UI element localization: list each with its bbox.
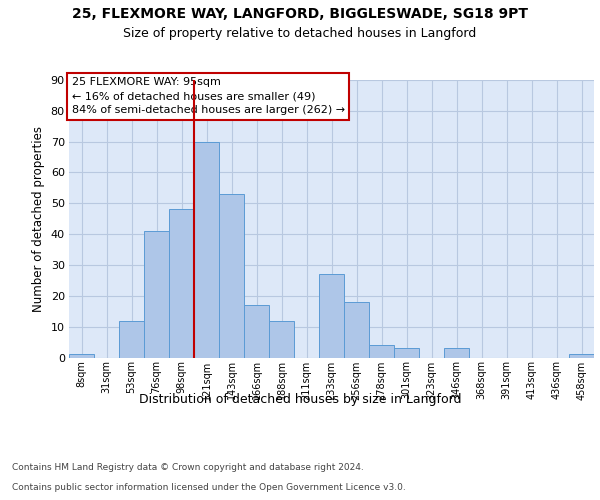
Text: Distribution of detached houses by size in Langford: Distribution of detached houses by size … [139,392,461,406]
Bar [69,354,94,358]
Bar [369,345,394,358]
Bar [119,320,144,358]
Text: 25 FLEXMORE WAY: 95sqm
← 16% of detached houses are smaller (49)
84% of semi-det: 25 FLEXMORE WAY: 95sqm ← 16% of detached… [71,77,345,115]
Bar [219,194,244,358]
Bar [444,348,469,358]
Bar [394,348,419,358]
Bar [344,302,369,358]
Text: Contains HM Land Registry data © Crown copyright and database right 2024.: Contains HM Land Registry data © Crown c… [12,464,364,472]
Bar [169,210,194,358]
Y-axis label: Number of detached properties: Number of detached properties [32,126,45,312]
Bar [319,274,344,357]
Bar [269,320,294,358]
Text: Contains public sector information licensed under the Open Government Licence v3: Contains public sector information licen… [12,484,406,492]
Text: 25, FLEXMORE WAY, LANGFORD, BIGGLESWADE, SG18 9PT: 25, FLEXMORE WAY, LANGFORD, BIGGLESWADE,… [72,8,528,22]
Bar [194,142,219,358]
Text: Size of property relative to detached houses in Langford: Size of property relative to detached ho… [124,28,476,40]
Bar [569,354,594,358]
Bar [144,231,169,358]
Bar [244,305,269,358]
